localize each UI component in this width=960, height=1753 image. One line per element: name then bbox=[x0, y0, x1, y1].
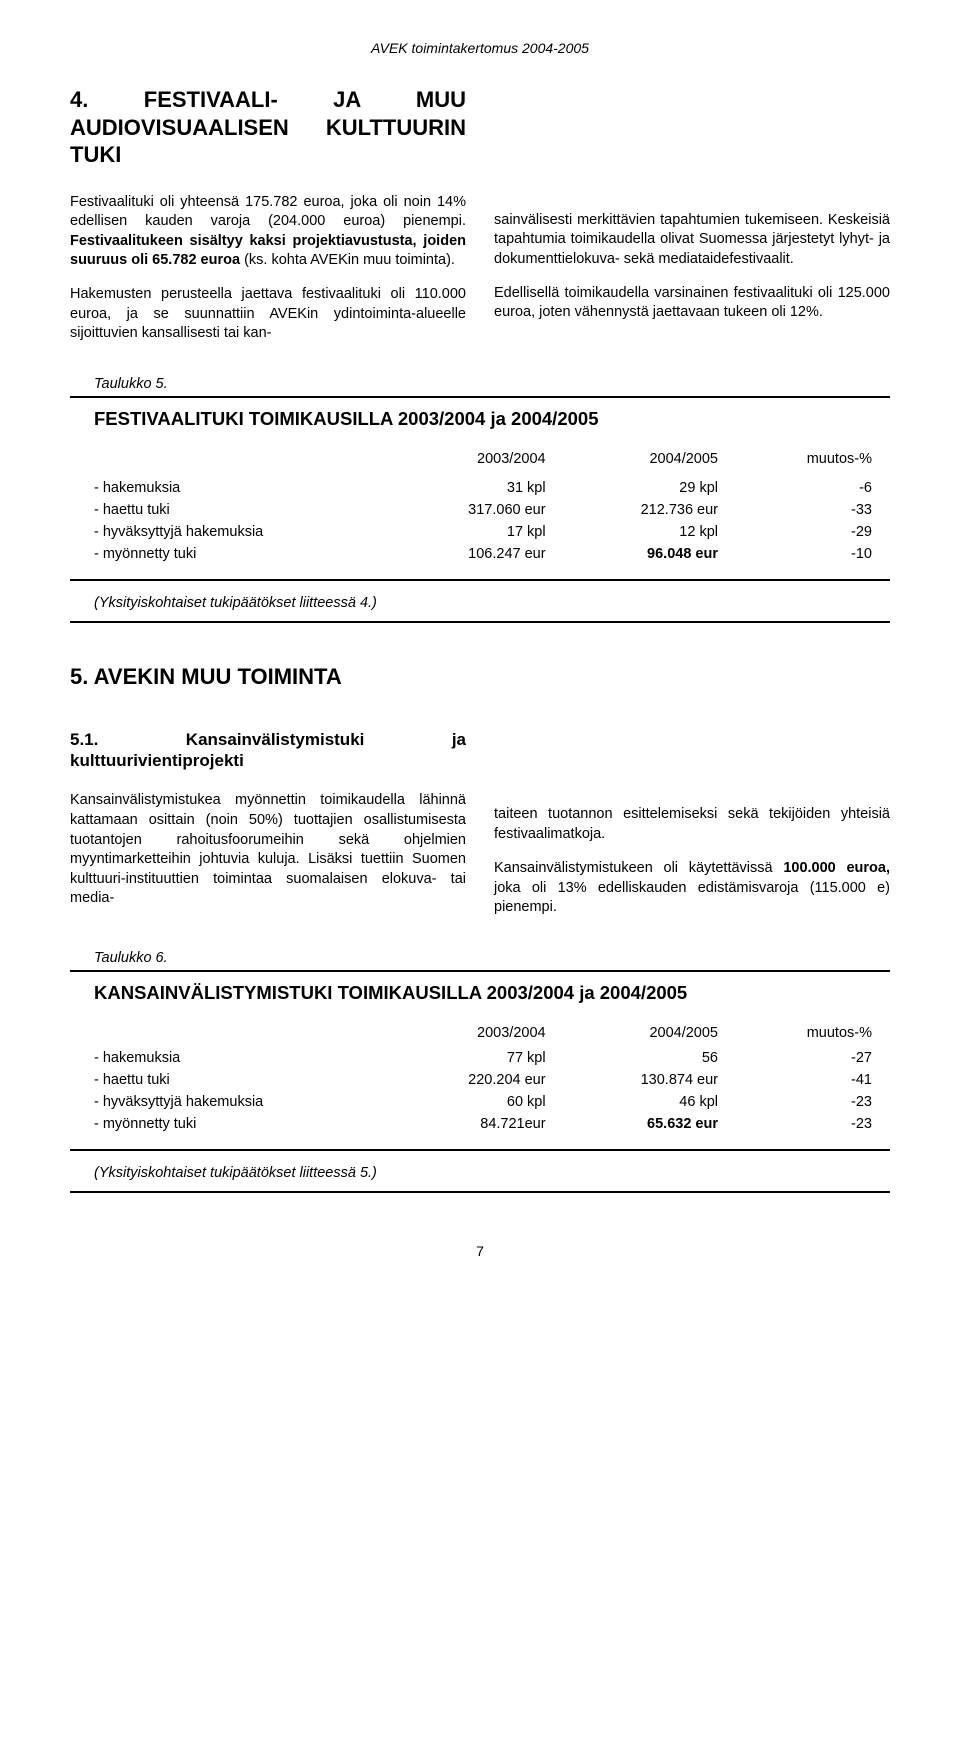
table-6-cell: - haettu tuki bbox=[70, 1069, 391, 1091]
table-6-col-0 bbox=[70, 1022, 391, 1047]
section-4-p1-a: Festivaalituki oli yhteensä 175.782 euro… bbox=[70, 194, 466, 230]
section-4-title: 4. FESTIVAALI- JA MUU AUDIOVISUAALISEN K… bbox=[70, 86, 466, 169]
section-4-left-col: 4. FESTIVAALI- JA MUU AUDIOVISUAALISEN K… bbox=[70, 86, 466, 358]
section-4-p1: Festivaalituki oli yhteensä 175.782 euro… bbox=[70, 193, 466, 271]
table-6-cell: 56 bbox=[564, 1047, 736, 1069]
table-5-col-2: 2004/2005 bbox=[564, 448, 736, 477]
section-5-columns: 5.1. Kansainvälistymistuki ja kulttuuriv… bbox=[70, 729, 890, 932]
section-5-right-p1: taiteen tuotannon esittelemiseksi sekä t… bbox=[494, 805, 890, 844]
table-6-col-1: 2003/2004 bbox=[391, 1022, 563, 1047]
table-6-cell: 77 kpl bbox=[391, 1047, 563, 1069]
table-5-cell: - haettu tuki bbox=[70, 499, 391, 521]
table-6-cell: - hyväksyttyjä hakemuksia bbox=[70, 1091, 391, 1113]
table-5-footnote: (Yksityiskohtaiset tukipäätökset liittee… bbox=[94, 595, 890, 611]
table-6-head: 2003/20042004/2005muutos-% bbox=[70, 1022, 890, 1047]
table-6-cell: 220.204 eur bbox=[391, 1069, 563, 1091]
table-5-header-row: 2003/20042004/2005muutos-% bbox=[70, 448, 890, 477]
table-5-head: 2003/20042004/2005muutos-% bbox=[70, 448, 890, 477]
table-5-cell: 17 kpl bbox=[391, 521, 563, 543]
section-5-sub-title: 5.1. Kansainvälistymistuki ja kulttuuriv… bbox=[70, 729, 466, 772]
section-4-p1-c: (ks. kohta AVEKin muu toiminta). bbox=[240, 252, 455, 268]
table-6-cell: 46 kpl bbox=[564, 1091, 736, 1113]
section-5-right-col: taiteen tuotannon esittelemiseksi sekä t… bbox=[494, 729, 890, 932]
section-5-right-p2-b: 100.000 euroa, bbox=[783, 860, 890, 876]
table-6-cell: -27 bbox=[736, 1047, 890, 1069]
table-5-cell: -10 bbox=[736, 543, 890, 565]
table-5-cell: -29 bbox=[736, 521, 890, 543]
section-4-right-col: sainvälisesti merkittävien tapahtumien t… bbox=[494, 86, 890, 358]
table-6-header-row: 2003/20042004/2005muutos-% bbox=[70, 1022, 890, 1047]
table-5-cell: 12 kpl bbox=[564, 521, 736, 543]
table-5-row: - myönnetty tuki106.247 eur96.048 eur-10 bbox=[70, 543, 890, 565]
table-6-row: - myönnetty tuki84.721eur65.632 eur-23 bbox=[70, 1113, 890, 1135]
table-5-col-3: muutos-% bbox=[736, 448, 890, 477]
table-6: 2003/20042004/2005muutos-% - hakemuksia7… bbox=[70, 1022, 890, 1135]
table-6-row: - hyväksyttyjä hakemuksia60 kpl46 kpl-23 bbox=[70, 1091, 890, 1113]
table-6-cell: 84.721eur bbox=[391, 1113, 563, 1135]
section-4-right-p1: sainvälisesti merkittävien tapahtumien t… bbox=[494, 211, 890, 270]
table-6-cell: -23 bbox=[736, 1091, 890, 1113]
table-6-title: KANSAINVÄLISTYMISTUKI TOIMIKAUSILLA 2003… bbox=[94, 982, 890, 1004]
table-5-cell: 31 kpl bbox=[391, 477, 563, 499]
table-6-row: - hakemuksia77 kpl56-27 bbox=[70, 1047, 890, 1069]
table-6-row: - haettu tuki220.204 eur130.874 eur-41 bbox=[70, 1069, 890, 1091]
section-4-right-p2: Edellisellä toimikaudella varsinainen fe… bbox=[494, 284, 890, 323]
table-5-body: - hakemuksia31 kpl29 kpl-6- haettu tuki3… bbox=[70, 477, 890, 565]
table-5-caption: Taulukko 5. bbox=[94, 376, 890, 392]
table-5-row: - hakemuksia31 kpl29 kpl-6 bbox=[70, 477, 890, 499]
table-5-title: FESTIVAALITUKI TOIMIKAUSILLA 2003/2004 j… bbox=[94, 408, 890, 430]
divider-2 bbox=[70, 1191, 890, 1193]
table-5-cell: 106.247 eur bbox=[391, 543, 563, 565]
table-6-cell: -41 bbox=[736, 1069, 890, 1091]
section-4-p2: Hakemusten perusteella jaettava festivaa… bbox=[70, 285, 466, 344]
table-5-cell: - hakemuksia bbox=[70, 477, 391, 499]
table-6-col-3: muutos-% bbox=[736, 1022, 890, 1047]
table-6-footnote: (Yksityiskohtaiset tukipäätökset liittee… bbox=[94, 1165, 890, 1181]
table-5-cell: 96.048 eur bbox=[564, 543, 736, 565]
page-header: AVEK toimintakertomus 2004-2005 bbox=[70, 40, 890, 56]
table-5-cell: -6 bbox=[736, 477, 890, 499]
table-5-cell: 317.060 eur bbox=[391, 499, 563, 521]
section-5-title: 5. AVEKIN MUU TOIMINTA bbox=[70, 663, 890, 691]
divider-1 bbox=[70, 621, 890, 623]
table-5: 2003/20042004/2005muutos-% - hakemuksia3… bbox=[70, 448, 890, 565]
table-5-row: - haettu tuki317.060 eur212.736 eur-33 bbox=[70, 499, 890, 521]
table-5-col-1: 2003/2004 bbox=[391, 448, 563, 477]
document-page: AVEK toimintakertomus 2004-2005 4. FESTI… bbox=[0, 0, 960, 1299]
table-6-cell: - hakemuksia bbox=[70, 1047, 391, 1069]
table-6-block: KANSAINVÄLISTYMISTUKI TOIMIKAUSILLA 2003… bbox=[70, 970, 890, 1151]
table-5-block: FESTIVAALITUKI TOIMIKAUSILLA 2003/2004 j… bbox=[70, 396, 890, 581]
section-5-left-p1: Kansainvälistymistukea myönnettin toimik… bbox=[70, 791, 466, 908]
page-number: 7 bbox=[70, 1243, 890, 1259]
section-5-right-p2-c: joka oli 13% edelliskauden edistämisvaro… bbox=[494, 880, 890, 916]
table-5-cell: 29 kpl bbox=[564, 477, 736, 499]
table-5-cell: - hyväksyttyjä hakemuksia bbox=[70, 521, 391, 543]
section-5-right-p2-a: Kansainvälistymistukeen oli käytettäviss… bbox=[494, 860, 783, 876]
table-6-cell: 65.632 eur bbox=[564, 1113, 736, 1135]
section-5-left-col: 5.1. Kansainvälistymistuki ja kulttuuriv… bbox=[70, 729, 466, 932]
table-5-cell: -33 bbox=[736, 499, 890, 521]
table-5-cell: 212.736 eur bbox=[564, 499, 736, 521]
table-6-caption: Taulukko 6. bbox=[94, 950, 890, 966]
table-5-col-0 bbox=[70, 448, 391, 477]
table-6-cell: 60 kpl bbox=[391, 1091, 563, 1113]
table-5-row: - hyväksyttyjä hakemuksia17 kpl12 kpl-29 bbox=[70, 521, 890, 543]
table-6-cell: - myönnetty tuki bbox=[70, 1113, 391, 1135]
table-6-cell: -23 bbox=[736, 1113, 890, 1135]
section-5-right-p2: Kansainvälistymistukeen oli käytettäviss… bbox=[494, 859, 890, 918]
table-6-body: - hakemuksia77 kpl56-27- haettu tuki220.… bbox=[70, 1047, 890, 1135]
section-4-columns: 4. FESTIVAALI- JA MUU AUDIOVISUAALISEN K… bbox=[70, 86, 890, 358]
table-6-cell: 130.874 eur bbox=[564, 1069, 736, 1091]
table-6-col-2: 2004/2005 bbox=[564, 1022, 736, 1047]
table-5-cell: - myönnetty tuki bbox=[70, 543, 391, 565]
